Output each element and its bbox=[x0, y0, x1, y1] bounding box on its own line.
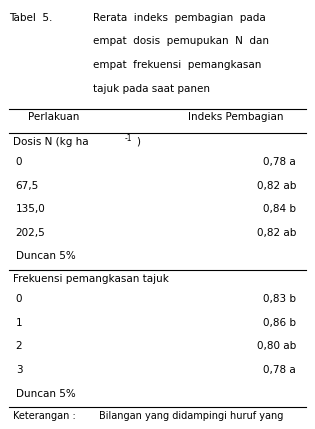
Text: ): ) bbox=[136, 137, 140, 147]
Text: 3: 3 bbox=[16, 365, 22, 375]
Text: 0,80 ab: 0,80 ab bbox=[257, 341, 296, 351]
Text: Dosis N (kg ha: Dosis N (kg ha bbox=[13, 137, 88, 147]
Text: 0,83 b: 0,83 b bbox=[263, 294, 296, 304]
Text: 135,0: 135,0 bbox=[16, 204, 45, 214]
Text: 0,82 ab: 0,82 ab bbox=[257, 228, 296, 238]
Text: 0: 0 bbox=[16, 294, 22, 304]
Text: Duncan 5%: Duncan 5% bbox=[16, 251, 76, 261]
Text: 202,5: 202,5 bbox=[16, 228, 45, 238]
Text: Rerata  indeks  pembagian  pada: Rerata indeks pembagian pada bbox=[93, 13, 266, 23]
Text: empat  dosis  pemupukan  N  dan: empat dosis pemupukan N dan bbox=[93, 36, 269, 46]
Text: Duncan 5%: Duncan 5% bbox=[16, 389, 76, 399]
Text: Perlakuan: Perlakuan bbox=[28, 112, 79, 122]
Text: 2: 2 bbox=[16, 341, 22, 351]
Text: 0,78 a: 0,78 a bbox=[263, 157, 296, 167]
Text: 67,5: 67,5 bbox=[16, 181, 39, 190]
Text: -1: -1 bbox=[124, 134, 132, 143]
Text: Frekuensi pemangkasan tajuk: Frekuensi pemangkasan tajuk bbox=[13, 274, 169, 284]
Text: Bilangan yang didampingi huruf yang: Bilangan yang didampingi huruf yang bbox=[99, 411, 284, 421]
Text: 0,86 b: 0,86 b bbox=[263, 318, 296, 328]
Text: Tabel  5.: Tabel 5. bbox=[9, 13, 53, 23]
Text: 0: 0 bbox=[16, 157, 22, 167]
Text: 0,84 b: 0,84 b bbox=[263, 204, 296, 214]
Text: Keterangan :: Keterangan : bbox=[13, 411, 75, 421]
Text: 0,78 a: 0,78 a bbox=[263, 365, 296, 375]
Text: tajuk pada saat panen: tajuk pada saat panen bbox=[93, 84, 210, 94]
Text: 0,82 ab: 0,82 ab bbox=[257, 181, 296, 190]
Text: Indeks Pembagian: Indeks Pembagian bbox=[188, 112, 284, 122]
Text: 1: 1 bbox=[16, 318, 22, 328]
Text: empat  frekuensi  pemangkasan: empat frekuensi pemangkasan bbox=[93, 60, 261, 70]
